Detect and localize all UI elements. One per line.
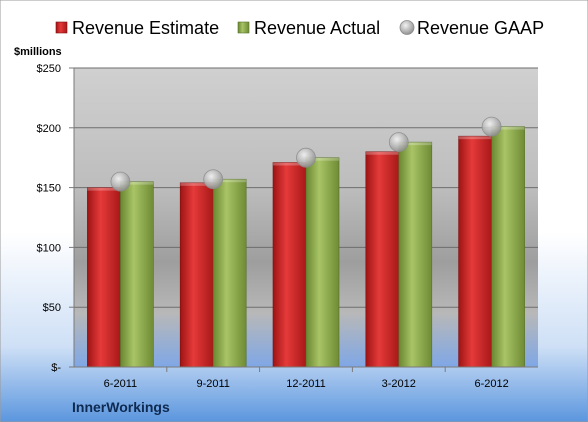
y-tick-label: $250 <box>37 63 61 75</box>
bar-highlight <box>120 181 154 185</box>
y-axis-ticks: $- $50 $100 $150 $200 $250 <box>37 63 74 374</box>
marker-revenue-gaap-6-2012 <box>481 116 502 137</box>
marker-revenue-gaap-3-2012 <box>388 132 409 153</box>
bar-highlight <box>213 179 247 183</box>
y-tick-label: $200 <box>37 123 61 135</box>
bar-revenue-actual-12-2011 <box>305 157 340 368</box>
bar-revenue-actual-3-2012 <box>398 141 433 368</box>
x-tick-label: 6-2012 <box>474 378 508 390</box>
marker-revenue-gaap-6-2011 <box>110 171 131 192</box>
bar-revenue-estimate-6-2012 <box>458 135 492 368</box>
bars <box>87 126 525 368</box>
bar-highlight <box>306 157 339 161</box>
x-tick-label: 6-2011 <box>104 378 137 390</box>
bar-highlight <box>273 162 306 166</box>
marker-revenue-gaap-12-2011 <box>296 147 316 168</box>
legend: Revenue Estimate Revenue Actual Revenue GA… <box>55 18 544 38</box>
y-tick-label: $150 <box>37 183 61 195</box>
bar-highlight <box>491 126 525 130</box>
bar-revenue-estimate-3-2012 <box>365 151 400 368</box>
marker-revenue-gaap-9-2011 <box>203 169 224 190</box>
gaap-markers <box>110 116 502 192</box>
y-axis-label: $millions <box>14 46 62 58</box>
legend-swatch-revenue-gaap <box>399 20 415 35</box>
legend-swatch-revenue-estimate <box>55 21 68 34</box>
bar-highlight <box>180 182 214 186</box>
bar-revenue-actual-6-2012 <box>491 126 525 368</box>
x-tick-label: 12-2011 <box>286 378 326 390</box>
bar-revenue-actual-9-2011 <box>212 178 247 368</box>
bar-highlight <box>398 142 432 146</box>
bar-highlight <box>365 151 399 155</box>
bar-highlight <box>87 187 121 191</box>
bar-revenue-estimate-9-2011 <box>179 182 214 368</box>
bar-revenue-estimate-6-2011 <box>87 187 121 368</box>
legend-label-revenue-gaap: Revenue GAAP <box>417 18 544 38</box>
x-axis-ticks: 6-2011 9-2011 12-2011 3-2012 6-2012 <box>104 367 509 390</box>
x-tick-label: 9-2011 <box>196 378 229 390</box>
legend-label-revenue-actual: Revenue Actual <box>254 18 380 38</box>
y-tick-label: $50 <box>43 302 61 314</box>
y-tick-label: $- <box>51 362 61 374</box>
company-label: InnerWorkings <box>72 399 170 415</box>
bar-revenue-actual-6-2011 <box>120 181 154 368</box>
x-tick-label: 3-2012 <box>382 378 416 390</box>
legend-label-revenue-estimate: Revenue Estimate <box>72 18 219 38</box>
bar-revenue-estimate-12-2011 <box>272 162 307 368</box>
bar-highlight <box>458 136 492 140</box>
legend-swatch-revenue-actual <box>237 21 250 34</box>
y-tick-label: $100 <box>37 242 61 254</box>
